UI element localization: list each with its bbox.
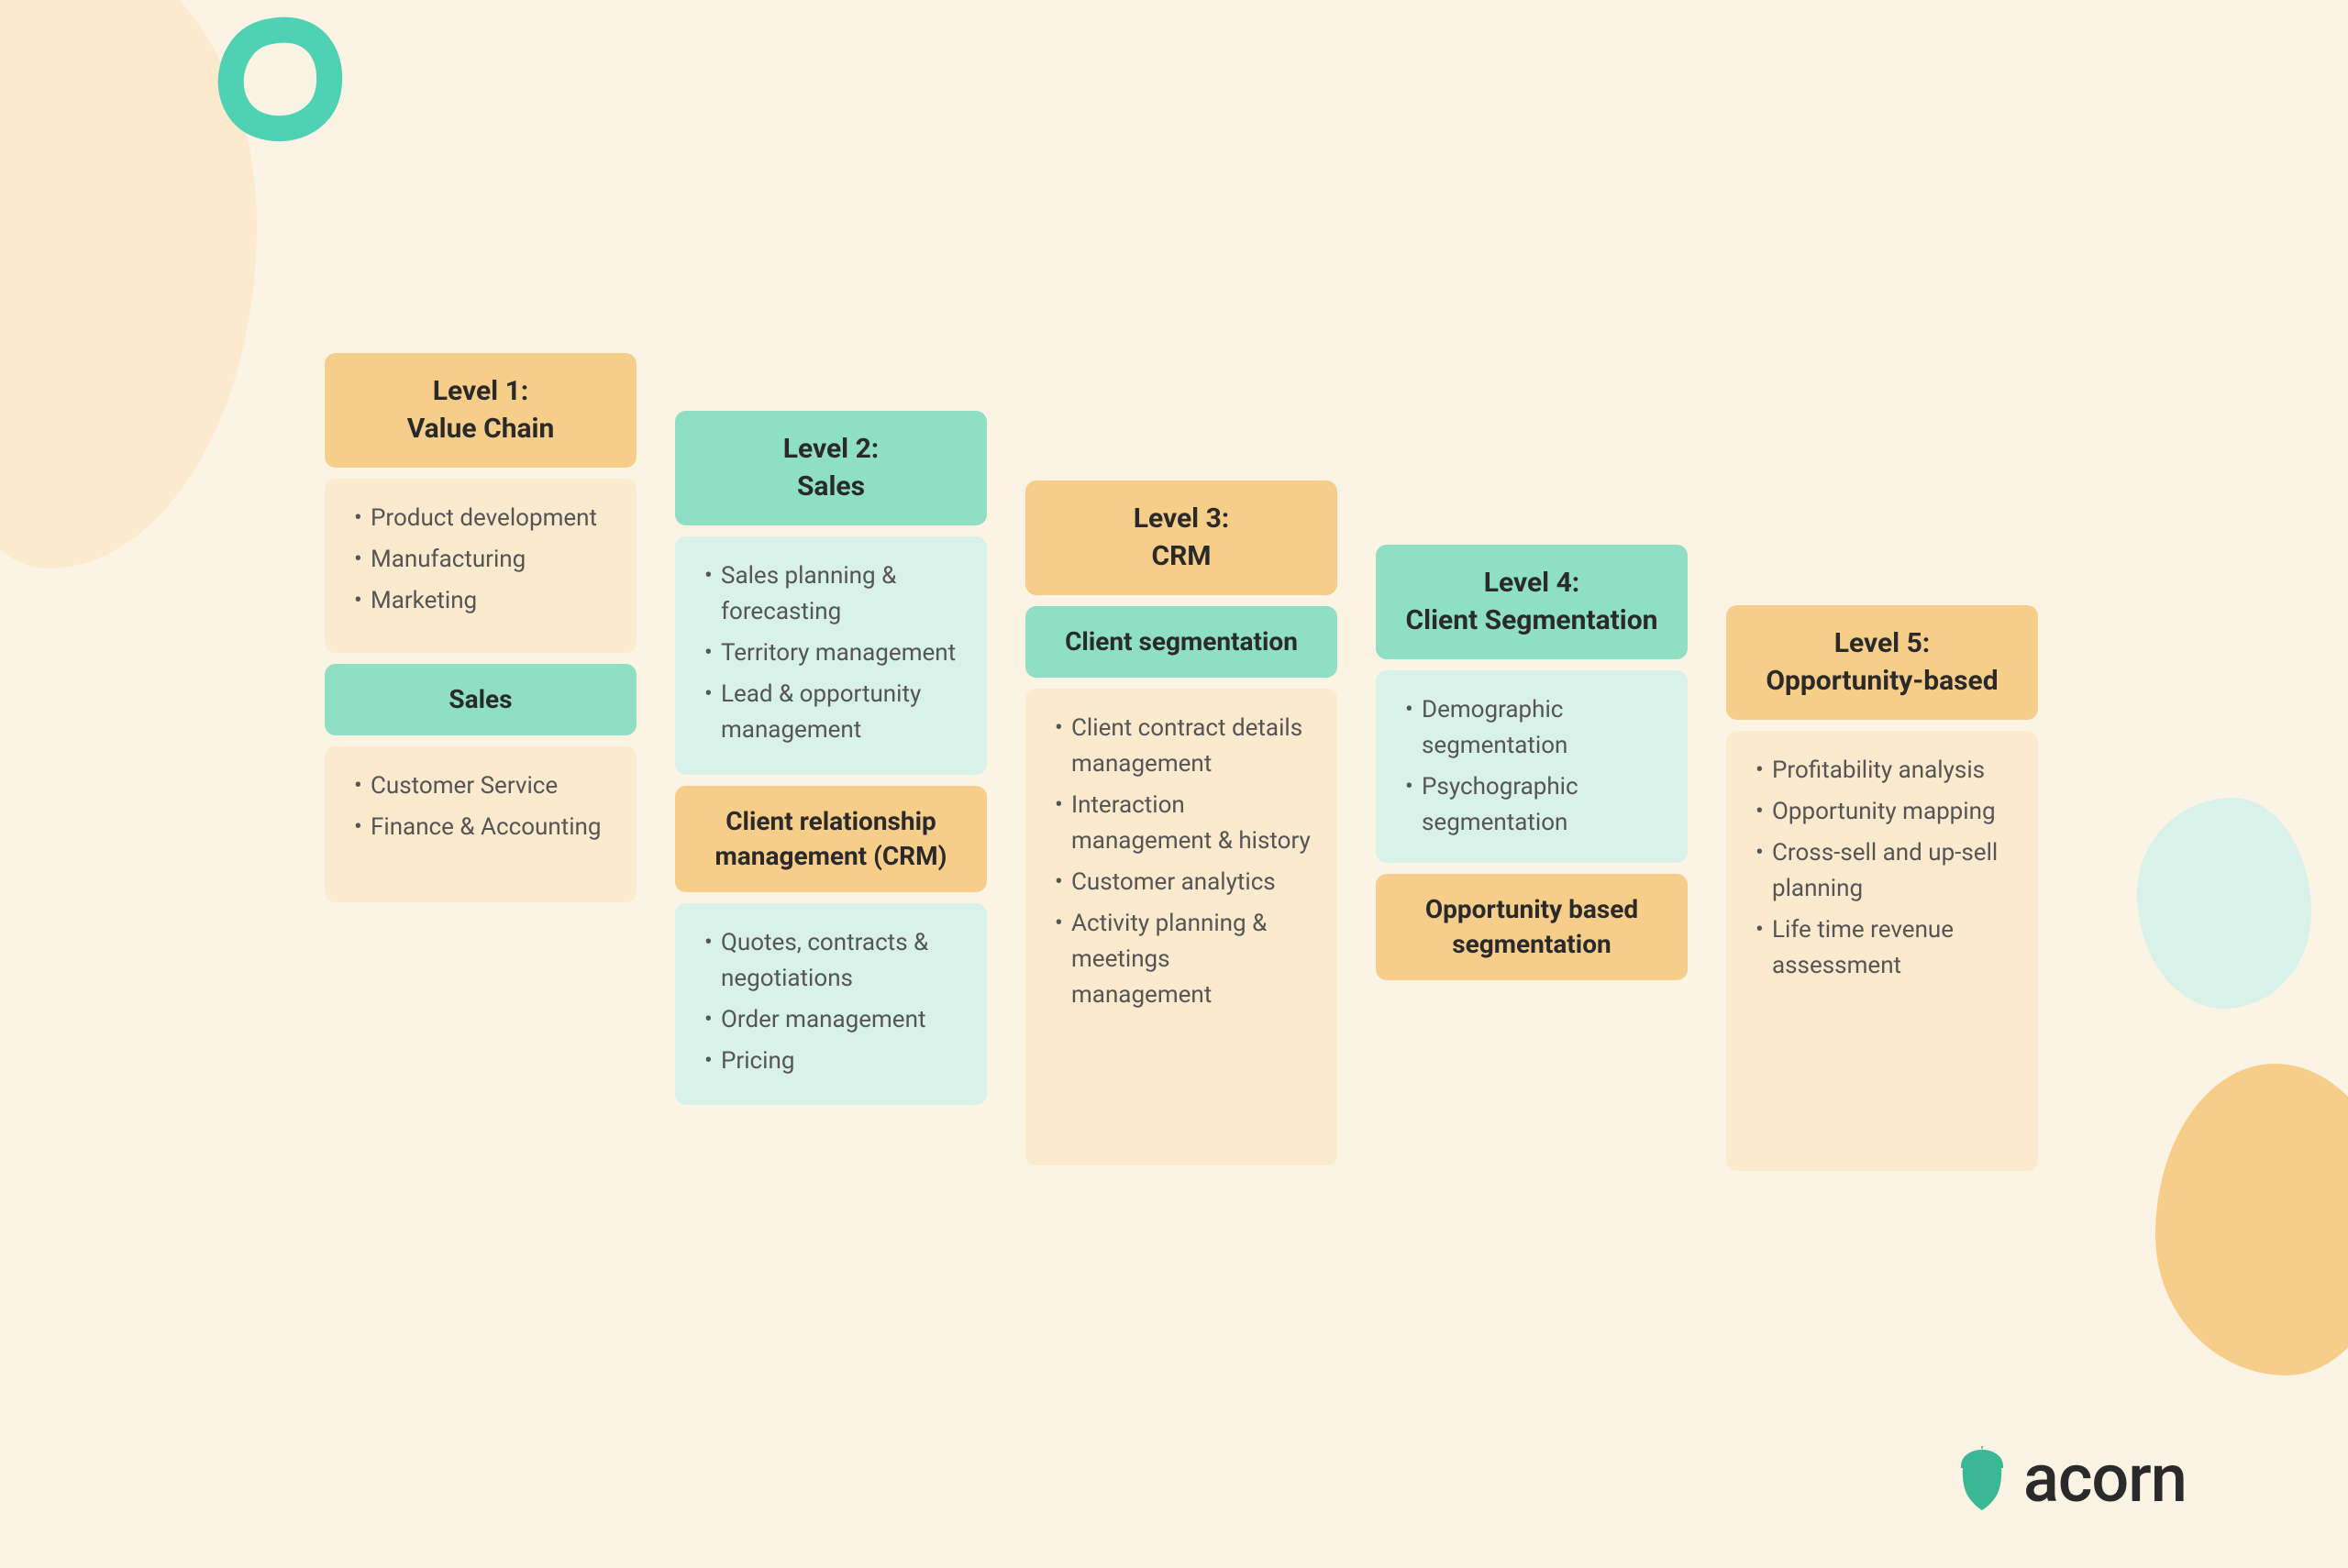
item-list: Sales planning & forecasting Territory ma… <box>701 558 961 748</box>
accent-ring-icon <box>216 15 344 143</box>
list-item: Product development <box>350 501 611 536</box>
list-item: Interaction management & history <box>1051 788 1312 859</box>
level-header-line: Level 3: <box>1044 501 1319 538</box>
item-list-card: Customer Service Finance & Accounting <box>325 746 637 902</box>
level-header-line: Value Chain <box>343 411 618 448</box>
list-item: Territory management <box>701 635 961 671</box>
acorn-icon <box>1954 1446 2010 1512</box>
list-item: Psychographic segmentation <box>1401 769 1662 841</box>
item-list: Client contract details managementIntera… <box>1051 711 1312 1013</box>
level-header-line: Client Segmentation <box>1394 602 1669 640</box>
sub-header-text: Client segmentation <box>1065 626 1298 657</box>
bg-blob-right-teal <box>2137 798 2311 1009</box>
sub-header: Sales <box>325 664 637 735</box>
list-item: Opportunity mapping <box>1752 794 2012 830</box>
item-list-card: Quotes, contracts & negotiations Order ma… <box>675 903 987 1105</box>
level-column-4: Level 4:Client Segmentation Demographic s… <box>1376 545 1688 980</box>
list-item: Customer Service <box>350 768 611 804</box>
level-header: Level 4:Client Segmentation <box>1376 545 1688 659</box>
list-item: Pricing <box>701 1043 961 1079</box>
sub-header: Client relationship management (CRM) <box>675 786 987 892</box>
list-item: Life time revenue assessment <box>1752 912 2012 984</box>
list-item: Cross-sell and up-sell planning <box>1752 835 2012 907</box>
item-list: Customer Service Finance & Accounting <box>350 768 611 845</box>
level-header-line: Opportunity-based <box>1744 663 2020 701</box>
list-item: Manufacturing <box>350 542 611 578</box>
item-list: Profitability analysis Opportunity mappin… <box>1752 753 2012 984</box>
level-header-line: Sales <box>693 469 969 506</box>
list-item: Profitability analysis <box>1752 753 2012 789</box>
list-item: Sales planning & forecasting <box>701 558 961 630</box>
level-header-line: Level 4: <box>1394 565 1669 602</box>
sub-header-text: Client relationship management (CRM) <box>715 806 947 871</box>
item-list: Product development Manufacturing Marketin… <box>350 501 611 619</box>
list-item: Lead & opportunity management <box>701 677 961 748</box>
level-header: Level 2:Sales <box>675 411 987 525</box>
sub-header: Client segmentation <box>1025 606 1337 678</box>
level-header-line: CRM <box>1044 538 1319 576</box>
level-column-1: Level 1:Value Chain Product development Ma… <box>325 353 637 902</box>
list-item: Customer analytics <box>1051 865 1312 900</box>
item-list-card: Demographic segmentationPsychographic se… <box>1376 670 1688 863</box>
item-list-card: Product development Manufacturing Marketin… <box>325 479 637 653</box>
list-item: Client contract details management <box>1051 711 1312 782</box>
diagram-canvas: Level 1:Value Chain Product development Ma… <box>0 0 2348 1568</box>
sub-header: Opportunity based segmentation <box>1376 874 1688 980</box>
list-item: Marketing <box>350 583 611 619</box>
item-list-card: Client contract details managementIntera… <box>1025 689 1337 1165</box>
list-item: Finance & Accounting <box>350 810 611 845</box>
sub-header-text: Sales <box>449 684 512 714</box>
level-header-line: Level 1: <box>343 373 618 411</box>
item-list: Quotes, contracts & negotiations Order ma… <box>701 925 961 1079</box>
level-header-line: Level 5: <box>1744 625 2020 663</box>
bg-blob-bottom-right <box>2155 1064 2348 1375</box>
list-item: Quotes, contracts & negotiations <box>701 925 961 997</box>
level-header: Level 3:CRM <box>1025 480 1337 595</box>
item-list-card: Sales planning & forecasting Territory ma… <box>675 536 987 775</box>
level-header: Level 1:Value Chain <box>325 353 637 468</box>
item-list: Demographic segmentationPsychographic se… <box>1401 692 1662 841</box>
brand-logo-text: acorn <box>2023 1440 2187 1518</box>
list-item: Demographic segmentation <box>1401 692 1662 764</box>
level-column-5: Level 5:Opportunity-based Profitability a… <box>1726 605 2038 1171</box>
level-column-2: Level 2:Sales Sales planning & forecastin… <box>675 411 987 1105</box>
list-item: Order management <box>701 1002 961 1038</box>
list-item: Activity planning & meetings management <box>1051 906 1312 1013</box>
level-header: Level 5:Opportunity-based <box>1726 605 2038 720</box>
sub-header-text: Opportunity based segmentation <box>1425 894 1638 959</box>
brand-logo: acorn <box>1954 1440 2187 1518</box>
item-list-card: Profitability analysis Opportunity mappin… <box>1726 731 2038 1171</box>
level-column-3: Level 3:CRM Client segmentation Client con… <box>1025 480 1337 1165</box>
level-header-line: Level 2: <box>693 431 969 469</box>
